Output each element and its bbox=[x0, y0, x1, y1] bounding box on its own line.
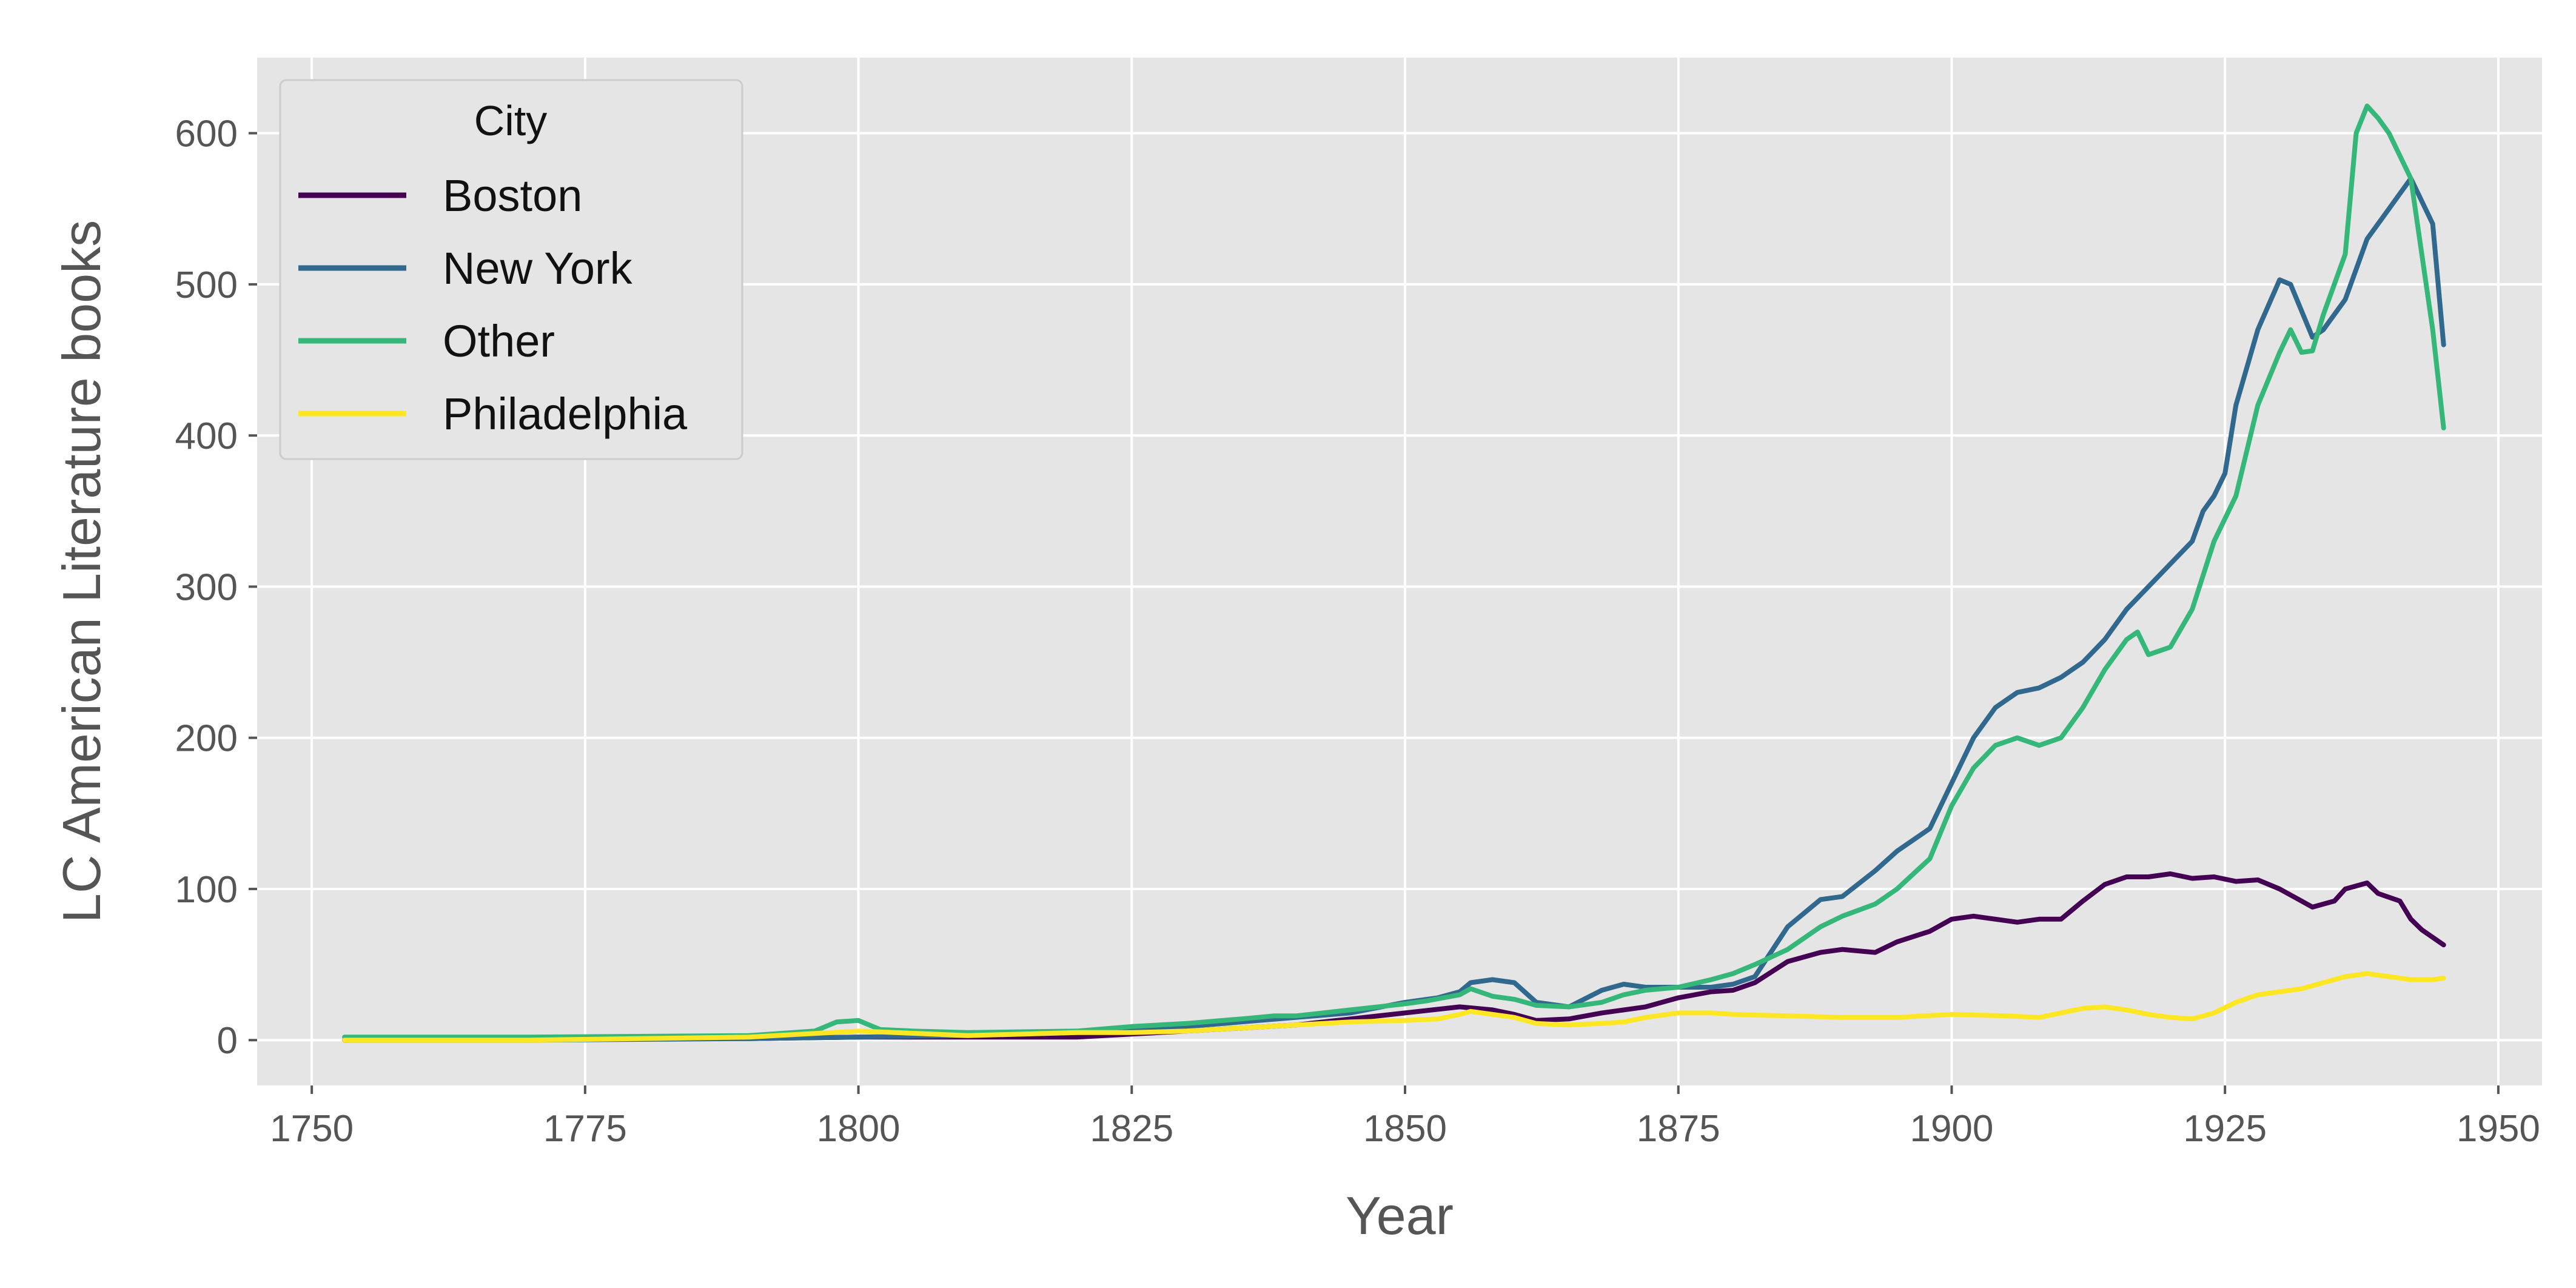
legend-label-new-york: New York bbox=[443, 243, 633, 293]
legend-box bbox=[279, 79, 743, 460]
x-axis-title: Year bbox=[1346, 1186, 1454, 1246]
series-line-new-york bbox=[342, 176, 2446, 1043]
series-line-philadelphia bbox=[342, 971, 2446, 1043]
y-tick-label: 200 bbox=[175, 718, 238, 760]
x-tick-label: 1900 bbox=[1910, 1108, 1993, 1150]
x-tick-label: 1950 bbox=[2457, 1108, 2540, 1150]
series-line-other bbox=[342, 103, 2446, 1040]
x-axis-ticks: 1750 1775 1800 1825 1850 1875 1900 1925 1950 bbox=[270, 1085, 2540, 1150]
x-tick-label: 1800 bbox=[817, 1108, 901, 1150]
y-tick-label: 400 bbox=[175, 415, 238, 457]
legend-label-philadelphia: Philadelphia bbox=[443, 389, 688, 439]
legend: City Boston New York Other Philadelphia bbox=[279, 79, 743, 460]
legend-title: City bbox=[474, 97, 548, 144]
y-tick-label: 0 bbox=[217, 1020, 238, 1062]
x-tick-label: 1925 bbox=[2183, 1108, 2267, 1150]
y-tick-label: 300 bbox=[175, 566, 238, 608]
y-tick-label: 500 bbox=[175, 264, 238, 306]
x-tick-label: 1875 bbox=[1637, 1108, 1720, 1150]
grid-lines bbox=[257, 58, 2542, 1085]
y-axis-ticks: 0 100 200 300 400 500 600 bbox=[175, 113, 257, 1062]
legend-items: Boston New York Other Philadelphia bbox=[298, 170, 688, 439]
x-tick-label: 1750 bbox=[270, 1108, 354, 1150]
y-tick-label: 100 bbox=[175, 869, 238, 911]
legend-label-other: Other bbox=[443, 316, 555, 366]
x-tick-label: 1775 bbox=[543, 1108, 627, 1150]
y-tick-label: 600 bbox=[175, 113, 238, 155]
series-lines bbox=[342, 103, 2446, 1043]
x-tick-label: 1825 bbox=[1090, 1108, 1173, 1150]
x-tick-label: 1850 bbox=[1363, 1108, 1447, 1150]
y-axis-title: LC American Literature books bbox=[52, 220, 112, 923]
legend-label-boston: Boston bbox=[443, 170, 582, 221]
